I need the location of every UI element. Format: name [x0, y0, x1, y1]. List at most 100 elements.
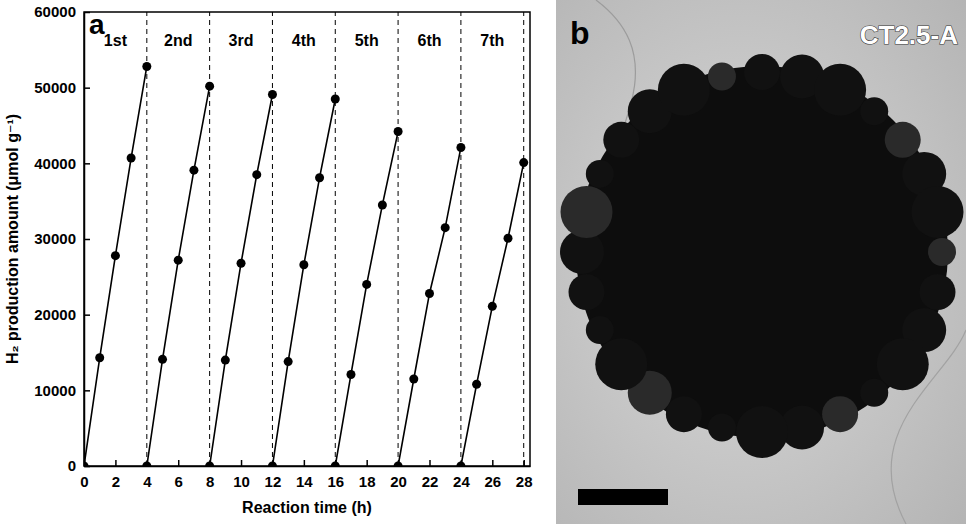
x-tick-mark	[241, 460, 243, 466]
series-line	[84, 66, 147, 466]
y-tick-label: 40000	[34, 155, 76, 172]
particle-bump	[561, 186, 613, 238]
cycle-label: 3rd	[229, 32, 254, 49]
micrograph-background	[556, 0, 966, 524]
data-point	[205, 462, 214, 467]
cycle-label: 1st	[104, 32, 128, 49]
x-tick-label: 22	[422, 473, 439, 490]
data-point	[456, 462, 465, 467]
x-tick: 22	[422, 460, 439, 490]
data-point	[189, 166, 198, 175]
plot-frame	[84, 12, 530, 466]
scale-bar	[578, 489, 668, 505]
cycle-divider	[460, 12, 461, 466]
data-point	[252, 170, 261, 179]
x-tick: 10	[233, 460, 250, 490]
particle-bump	[860, 97, 888, 125]
particle-bump	[586, 160, 614, 188]
series-line	[398, 147, 461, 466]
data-point	[142, 62, 151, 71]
series-line	[210, 94, 273, 466]
y-tick-mark	[84, 314, 90, 316]
micrograph	[556, 0, 966, 524]
x-tick-label: 26	[484, 473, 501, 490]
cycle-divider	[209, 12, 210, 466]
x-tick: 2	[112, 460, 120, 490]
y-tick-label: 0	[68, 457, 76, 474]
x-tick: 6	[175, 460, 183, 490]
x-tick: 14	[296, 460, 313, 490]
data-point	[456, 143, 465, 152]
panel-letter: b	[570, 15, 590, 51]
data-point	[378, 200, 387, 209]
y-tick-label: 50000	[34, 79, 76, 96]
x-tick-label: 18	[359, 473, 376, 490]
x-tick: 18	[359, 460, 376, 490]
data-point	[346, 370, 355, 379]
y-tick: 40000	[34, 155, 90, 172]
y-tick-label: 10000	[34, 382, 76, 399]
panel-letter: a	[89, 9, 105, 40]
cycle-divider	[398, 12, 399, 466]
cycle-label: 7th	[480, 32, 504, 49]
series-line	[335, 132, 398, 466]
data-point	[488, 302, 497, 311]
y-tick-label: 20000	[34, 306, 76, 323]
cycle-divider	[146, 12, 147, 466]
particle-bump	[586, 316, 614, 344]
x-tick-mark	[304, 460, 306, 466]
x-tick: 16	[327, 460, 344, 490]
particle-bump	[736, 406, 788, 458]
series-line	[147, 86, 210, 466]
figure: 0246810121416182022242628010000200003000…	[0, 0, 966, 524]
particle-bump	[666, 396, 702, 432]
y-tick-mark	[84, 163, 90, 165]
x-axis: 0246810121416182022242628	[80, 460, 532, 490]
x-tick: 8	[206, 460, 214, 490]
x-tick-mark	[178, 460, 180, 466]
x-tick-label: 16	[327, 473, 344, 490]
data-point	[519, 158, 528, 167]
data-point	[284, 357, 293, 366]
x-tick-label: 4	[143, 473, 152, 490]
x-tick-label: 28	[516, 473, 533, 490]
particle-bump	[708, 413, 736, 441]
x-tick-label: 24	[453, 473, 470, 490]
data-point	[441, 223, 450, 232]
particle-bump	[928, 238, 956, 266]
cycle-divider	[523, 12, 524, 466]
x-tick-mark	[366, 460, 368, 466]
data-point	[268, 90, 277, 99]
x-tick-label: 12	[265, 473, 282, 490]
particle-bump	[595, 338, 647, 390]
y-axis: 0100002000030000400005000060000	[34, 3, 90, 474]
series-line	[461, 163, 524, 466]
x-tick-mark	[492, 460, 494, 466]
data-point	[127, 154, 136, 163]
x-tick-label: 6	[175, 473, 183, 490]
cycle-label: 2nd	[164, 32, 192, 49]
particle-bump	[911, 186, 963, 238]
particle-bump	[877, 338, 929, 390]
x-tick-label: 20	[390, 473, 407, 490]
particle-bump	[885, 122, 921, 158]
data-point	[362, 280, 371, 289]
data-point	[174, 256, 183, 265]
data-point	[394, 127, 403, 136]
x-tick: 12	[265, 460, 282, 490]
particle-bump	[919, 274, 955, 310]
x-axis-title: Reaction time (h)	[242, 499, 372, 516]
y-tick: 30000	[34, 230, 90, 247]
y-tick-mark	[84, 87, 90, 89]
particle-bump	[569, 274, 605, 310]
particle-bump	[603, 122, 639, 158]
x-tick-mark	[429, 460, 431, 466]
data-point	[315, 173, 324, 182]
data-point	[299, 260, 308, 269]
cycle-divider	[335, 12, 336, 466]
data-point	[221, 356, 230, 365]
y-tick: 0	[68, 457, 90, 474]
data-point	[425, 289, 434, 298]
x-tick: 4	[143, 460, 152, 490]
y-tick-mark	[84, 239, 90, 241]
